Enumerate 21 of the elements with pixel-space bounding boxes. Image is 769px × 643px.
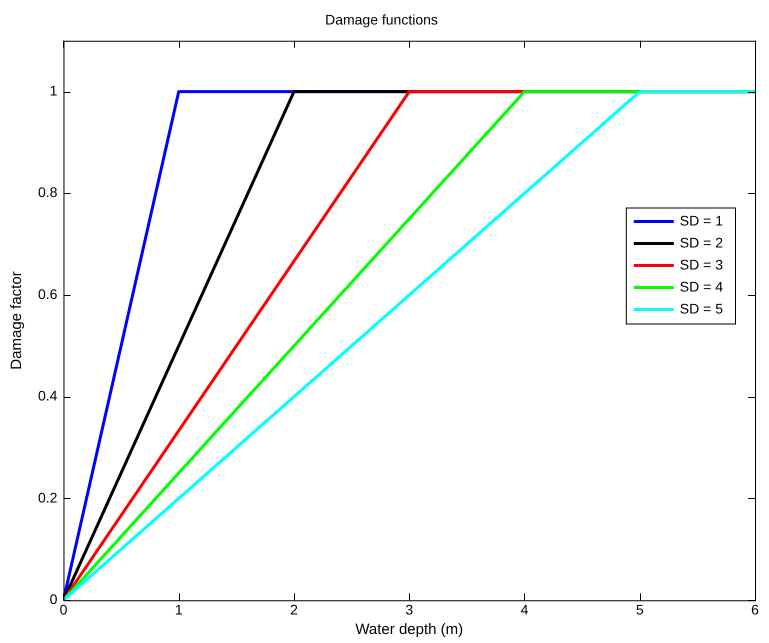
y-tick-label: 0.2 — [38, 489, 58, 506]
legend-label: SD = 2 — [680, 234, 724, 250]
legend-label: SD = 1 — [680, 212, 724, 228]
legend-label: SD = 4 — [680, 278, 724, 294]
x-tick-label: 1 — [174, 601, 183, 618]
x-tick-label: 3 — [405, 601, 414, 618]
legend-label: SD = 5 — [680, 300, 724, 316]
y-tick-label: 0 — [50, 591, 58, 608]
y-axis-title: Damage factor — [8, 271, 26, 370]
x-tick-label: 6 — [751, 601, 760, 618]
y-tick-label: 0.8 — [38, 184, 58, 200]
x-tick-label: 0 — [60, 601, 68, 618]
x-tick-label: 4 — [520, 601, 529, 618]
x-tick-label: 2 — [290, 601, 298, 618]
chart-title: Damage functions — [325, 11, 438, 28]
x-tick-label: 5 — [636, 601, 644, 618]
x-axis-title: Water depth (m) — [355, 621, 464, 638]
y-tick-label: 0.6 — [38, 286, 58, 302]
legend-label: SD = 3 — [680, 256, 724, 272]
y-tick-label: 1 — [50, 82, 58, 99]
y-tick-label: 0.4 — [38, 388, 58, 404]
